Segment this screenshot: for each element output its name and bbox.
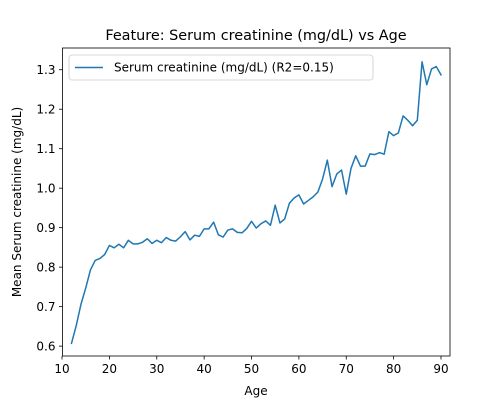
y-tick-label: 0.6	[36, 339, 55, 353]
y-tick-label: 1.2	[36, 103, 55, 117]
y-tick-label: 1.1	[36, 142, 55, 156]
x-tick-label: 60	[291, 362, 306, 376]
legend-label: Serum creatinine (mg/dL) (R2=0.15)	[114, 61, 334, 75]
x-tick-label: 10	[54, 362, 69, 376]
x-tick-label: 50	[244, 362, 259, 376]
x-tick-label: 70	[339, 362, 354, 376]
x-axis-label: Age	[244, 384, 267, 398]
y-tick-label: 0.8	[36, 260, 55, 274]
x-tick-label: 20	[102, 362, 117, 376]
chart-title: Feature: Serum creatinine (mg/dL) vs Age	[105, 28, 406, 44]
y-tick-label: 0.7	[36, 300, 55, 314]
x-tick-label: 80	[386, 362, 401, 376]
y-axis-label: Mean Serum creatinine (mg/dL)	[10, 107, 24, 297]
legend: Serum creatinine (mg/dL) (R2=0.15)	[68, 54, 374, 81]
axes-frame	[62, 47, 451, 357]
y-tick-label: 1.0	[36, 181, 55, 195]
x-tick-label: 30	[149, 362, 164, 376]
y-tick-label: 1.3	[36, 63, 55, 77]
x-axis-ticks: 10 20 30 40 50 60 70 80 90	[54, 356, 449, 376]
y-axis-ticks: 0.6 0.7 0.8 0.9 1.0 1.1 1.2 1.3	[36, 63, 63, 353]
series-line	[70, 61, 443, 345]
x-tick-label: 40	[197, 362, 212, 376]
legend-box	[68, 54, 374, 81]
y-tick-label: 0.9	[36, 221, 55, 235]
plot-area	[70, 61, 443, 345]
x-tick-label: 90	[433, 362, 448, 376]
